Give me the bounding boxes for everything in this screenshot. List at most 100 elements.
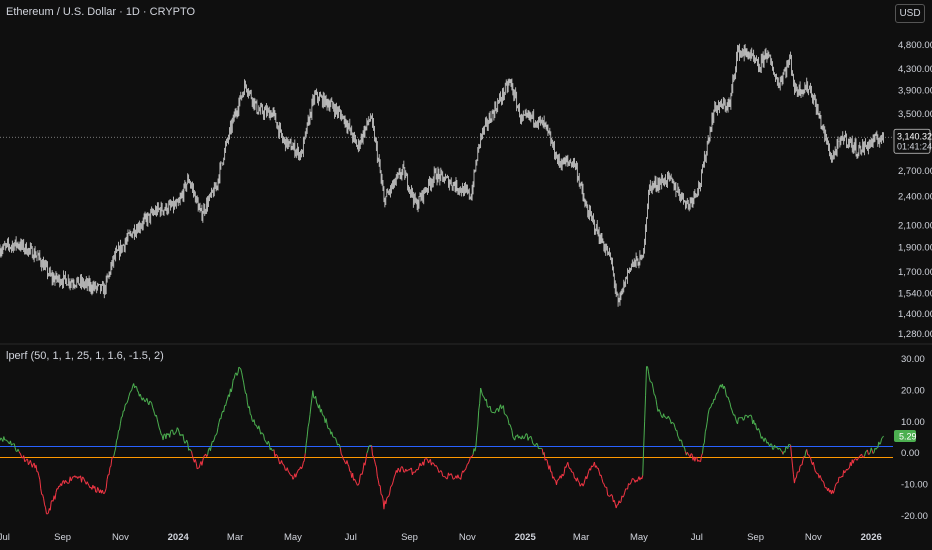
osc-segment bbox=[714, 395, 717, 401]
osc-segment bbox=[326, 424, 329, 429]
osc-segment bbox=[587, 471, 590, 476]
osc-segment bbox=[651, 383, 654, 389]
osc-segment bbox=[18, 451, 21, 454]
osc-segment bbox=[258, 425, 261, 430]
osc-segment bbox=[441, 471, 444, 477]
osc-segment bbox=[307, 422, 310, 428]
osc-segment bbox=[153, 410, 156, 414]
osc-segment bbox=[121, 416, 123, 418]
osc-segment bbox=[20, 454, 23, 458]
osc-segment bbox=[243, 382, 246, 389]
osc-segment bbox=[465, 463, 468, 468]
osc-segment bbox=[789, 444, 791, 446]
osc-segment bbox=[670, 422, 673, 425]
osc-segment bbox=[674, 427, 677, 431]
osc-segment bbox=[798, 465, 801, 472]
osc-segment bbox=[802, 456, 805, 460]
osc-segment bbox=[116, 437, 119, 441]
osc-segment bbox=[572, 471, 574, 474]
osc-segment bbox=[169, 431, 172, 438]
osc-segment bbox=[388, 493, 391, 497]
osc-segment bbox=[611, 494, 613, 497]
osc-segment bbox=[504, 414, 507, 416]
osc-segment bbox=[837, 477, 840, 483]
countdown-label: 01:41:24 bbox=[897, 141, 932, 151]
osc-segment bbox=[555, 479, 558, 485]
osc-segment bbox=[725, 394, 728, 398]
osc-segment bbox=[374, 463, 377, 468]
osc-segment bbox=[423, 458, 426, 466]
osc-segment bbox=[551, 471, 554, 479]
osc-segment bbox=[281, 460, 283, 464]
osc-segment bbox=[342, 458, 345, 461]
osc-tick-label: 20.00 bbox=[901, 385, 925, 396]
osc-segment bbox=[231, 379, 234, 387]
osc-segment bbox=[159, 430, 162, 435]
osc-segment bbox=[557, 477, 560, 481]
osc-segment bbox=[279, 462, 281, 465]
osc-segment bbox=[501, 406, 503, 409]
osc-segment bbox=[105, 479, 108, 489]
osc-segment bbox=[495, 408, 498, 411]
osc-segment bbox=[376, 476, 379, 481]
osc-segment bbox=[402, 468, 405, 473]
time-tick-label: Sep bbox=[747, 532, 764, 543]
osc-segment bbox=[397, 467, 400, 471]
osc-segment bbox=[696, 457, 699, 462]
osc-segment bbox=[357, 482, 360, 486]
price-tick-label: 4,300.00 bbox=[898, 64, 932, 75]
osc-segment bbox=[233, 374, 236, 379]
osc-segment bbox=[270, 447, 273, 451]
osc-tick-label: -10.00 bbox=[901, 480, 928, 491]
osc-segment bbox=[494, 410, 497, 414]
osc-segment bbox=[139, 394, 142, 398]
osc-segment bbox=[276, 454, 279, 457]
osc-segment bbox=[277, 456, 280, 460]
osc-segment bbox=[844, 470, 847, 474]
osc-segment bbox=[532, 442, 535, 445]
osc-segment bbox=[563, 466, 566, 474]
osc-segment bbox=[808, 454, 811, 457]
osc-segment bbox=[365, 453, 368, 460]
osc-segment bbox=[302, 460, 305, 463]
osc-segment bbox=[514, 435, 517, 441]
osc-segment bbox=[389, 486, 392, 494]
osc-segment bbox=[331, 431, 334, 437]
osc-segment bbox=[301, 466, 303, 469]
osc-segment bbox=[172, 430, 174, 435]
osc-segment bbox=[259, 429, 262, 435]
osc-segment bbox=[130, 389, 133, 392]
osc-segment bbox=[613, 500, 616, 505]
osc-segment bbox=[385, 498, 388, 505]
osc-segment bbox=[267, 440, 270, 444]
osc-segment bbox=[191, 451, 193, 456]
osc-segment bbox=[214, 434, 217, 436]
osc-segment bbox=[471, 454, 474, 457]
osc-segment bbox=[503, 413, 506, 415]
osc-segment bbox=[112, 455, 115, 458]
osc-segment bbox=[576, 477, 579, 482]
osc-last-value-badge bbox=[894, 430, 916, 443]
time-tick-label: Nov bbox=[459, 532, 476, 543]
currency-button[interactable]: USD bbox=[895, 4, 925, 23]
osc-segment bbox=[415, 468, 418, 471]
osc-segment bbox=[212, 439, 215, 443]
osc-segment bbox=[478, 403, 481, 411]
osc-segment bbox=[534, 444, 536, 447]
osc-segment bbox=[202, 456, 205, 461]
osc-segment bbox=[743, 415, 746, 420]
osc-segment bbox=[464, 466, 467, 471]
osc-segment bbox=[735, 418, 738, 423]
osc-segment bbox=[101, 490, 104, 494]
osc-segment bbox=[184, 441, 187, 444]
osc-segment bbox=[126, 400, 129, 404]
osc-segment bbox=[26, 459, 29, 465]
osc-segment bbox=[435, 465, 438, 468]
osc-segment bbox=[712, 399, 715, 404]
osc-segment bbox=[641, 475, 644, 480]
indicator-title[interactable]: lperf (50, 1, 1, 25, 1, 1.6, -1.5, 2) bbox=[6, 350, 164, 362]
osc-segment bbox=[310, 398, 313, 407]
osc-segment bbox=[524, 433, 527, 437]
osc-segment bbox=[680, 439, 682, 442]
